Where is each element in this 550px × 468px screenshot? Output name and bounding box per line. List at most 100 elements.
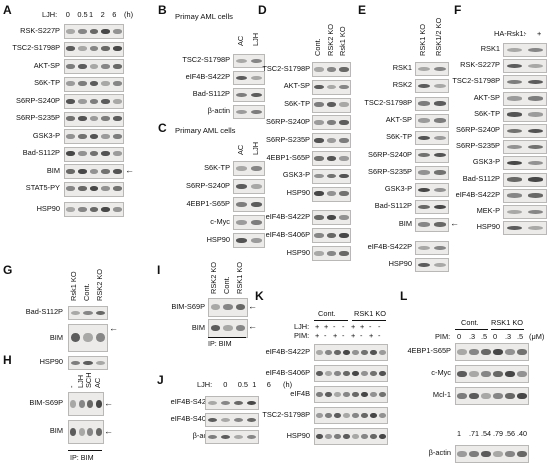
band: [334, 349, 341, 355]
lane: [313, 188, 325, 201]
row-label: BIM-S69P: [29, 398, 63, 407]
lane: [111, 95, 123, 108]
band: [112, 98, 122, 104]
band: [95, 427, 102, 436]
band: [77, 206, 87, 212]
row-label: RSK-S227P: [20, 25, 60, 35]
lane: [416, 184, 432, 196]
band: [77, 46, 87, 52]
band: [326, 155, 337, 161]
lane: [338, 229, 350, 242]
band: [433, 204, 447, 210]
lane: [69, 325, 82, 351]
lane: [100, 113, 112, 126]
band: [314, 155, 324, 161]
band: [235, 325, 246, 332]
row-label: BIM: [398, 218, 412, 228]
lane: [313, 99, 325, 112]
band: [469, 370, 479, 377]
band: [77, 168, 87, 174]
lane: [378, 387, 387, 402]
band: [246, 400, 257, 405]
band: [220, 434, 231, 439]
lane: [325, 211, 337, 224]
lane: [77, 203, 89, 216]
lane: [416, 167, 432, 179]
ip-footer: IP: BIM: [70, 453, 94, 462]
row-label: S6RP-S235P: [456, 141, 500, 151]
lane: [504, 60, 525, 72]
band: [112, 133, 122, 139]
blot-strip-bim: [68, 324, 108, 352]
lane: [325, 63, 337, 76]
blot-strip-akt-sp: [312, 79, 351, 95]
band: [66, 186, 76, 192]
lane: [88, 43, 100, 56]
lane: [325, 134, 337, 147]
band: [527, 128, 544, 133]
row-label: MEK-P: [476, 206, 500, 215]
blot-strip-s6rp-s240p: [64, 94, 124, 109]
band: [352, 412, 359, 418]
lane: [504, 93, 525, 105]
lane: [313, 170, 325, 183]
blot-strip-eif4b-s422p: [312, 210, 351, 226]
lane: [111, 183, 123, 196]
quant-value: .54: [481, 429, 491, 438]
pim-sign: -: [324, 331, 327, 340]
lane: [206, 414, 219, 426]
lane: [78, 421, 87, 443]
blot-strip-tsc2-s1798p: [312, 62, 351, 77]
blot-strip-bad-s112p: [415, 200, 449, 215]
lane: [360, 408, 369, 423]
ip-underline: [208, 337, 246, 338]
band: [417, 245, 431, 250]
lane: [416, 259, 432, 271]
band: [493, 370, 503, 377]
blot-strip-s6rp-s240p: [233, 179, 265, 194]
blot-strip-actin: [205, 430, 259, 444]
blot-strip-s6rp-s240p: [312, 115, 351, 131]
lane: [342, 408, 351, 423]
row-label: BIM-S69P: [171, 301, 205, 311]
lane: [111, 165, 123, 178]
group-bar: [491, 329, 524, 330]
lane: [432, 115, 448, 127]
group-label: Cont.: [318, 309, 336, 318]
blot-strip-gsk3-p: [503, 156, 547, 171]
quant-value: .40: [517, 429, 527, 438]
lane: [313, 211, 325, 224]
band: [314, 120, 324, 125]
lane: [325, 188, 337, 201]
row-label: eIF4B: [290, 388, 310, 398]
band: [235, 183, 248, 189]
band: [433, 83, 447, 89]
band: [326, 84, 337, 90]
blot-strip-hsp90: [68, 356, 108, 370]
lane-header: 0: [223, 380, 228, 389]
band-arrow: ←: [104, 398, 113, 408]
blot-strip-bad-s112p: [68, 306, 108, 320]
blot-strip-hsp90: [233, 233, 265, 248]
band: [493, 348, 503, 355]
lane: [313, 152, 325, 165]
band: [506, 112, 523, 117]
band: [339, 233, 349, 238]
band: [433, 118, 447, 123]
row-label: S6RP-S235P: [368, 166, 412, 176]
blot-strip-bim-s69p: [68, 392, 104, 416]
blot-strip-s6rp-s235p: [312, 133, 351, 149]
group-bar: [455, 329, 488, 330]
band: [220, 400, 231, 405]
lane: [325, 229, 337, 242]
lane-header: Cont.: [222, 276, 231, 294]
pim-sign: -: [378, 331, 381, 340]
band: [506, 225, 523, 231]
band: [517, 348, 527, 355]
lane: [324, 387, 333, 402]
band: [370, 391, 377, 397]
lane: [432, 219, 448, 231]
blot-strip-rsk2: [415, 79, 449, 94]
lane: [378, 408, 387, 423]
lane: [100, 203, 112, 216]
